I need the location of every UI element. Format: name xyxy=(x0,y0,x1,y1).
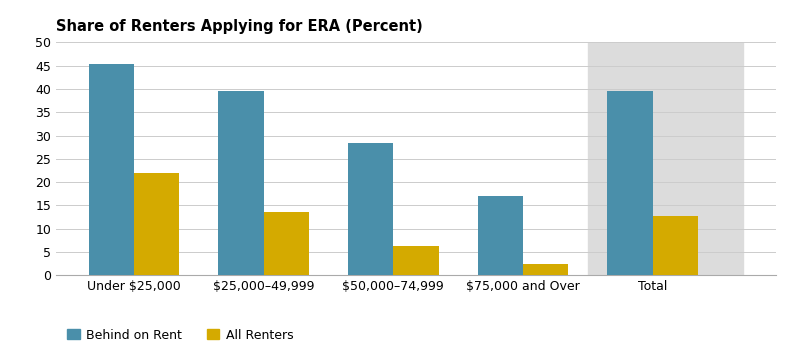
Bar xyxy=(218,91,264,275)
Bar xyxy=(89,64,134,275)
Bar xyxy=(394,246,438,275)
Bar xyxy=(134,173,179,275)
Bar xyxy=(588,42,743,275)
Text: Share of Renters Applying for ERA (Percent): Share of Renters Applying for ERA (Perce… xyxy=(56,19,422,34)
Bar xyxy=(523,264,568,275)
Legend: Behind on Rent, All Renters: Behind on Rent, All Renters xyxy=(62,324,298,347)
Bar xyxy=(607,91,653,275)
Bar xyxy=(264,213,309,275)
Bar xyxy=(478,196,523,275)
Bar xyxy=(653,216,698,275)
Bar xyxy=(348,143,394,275)
